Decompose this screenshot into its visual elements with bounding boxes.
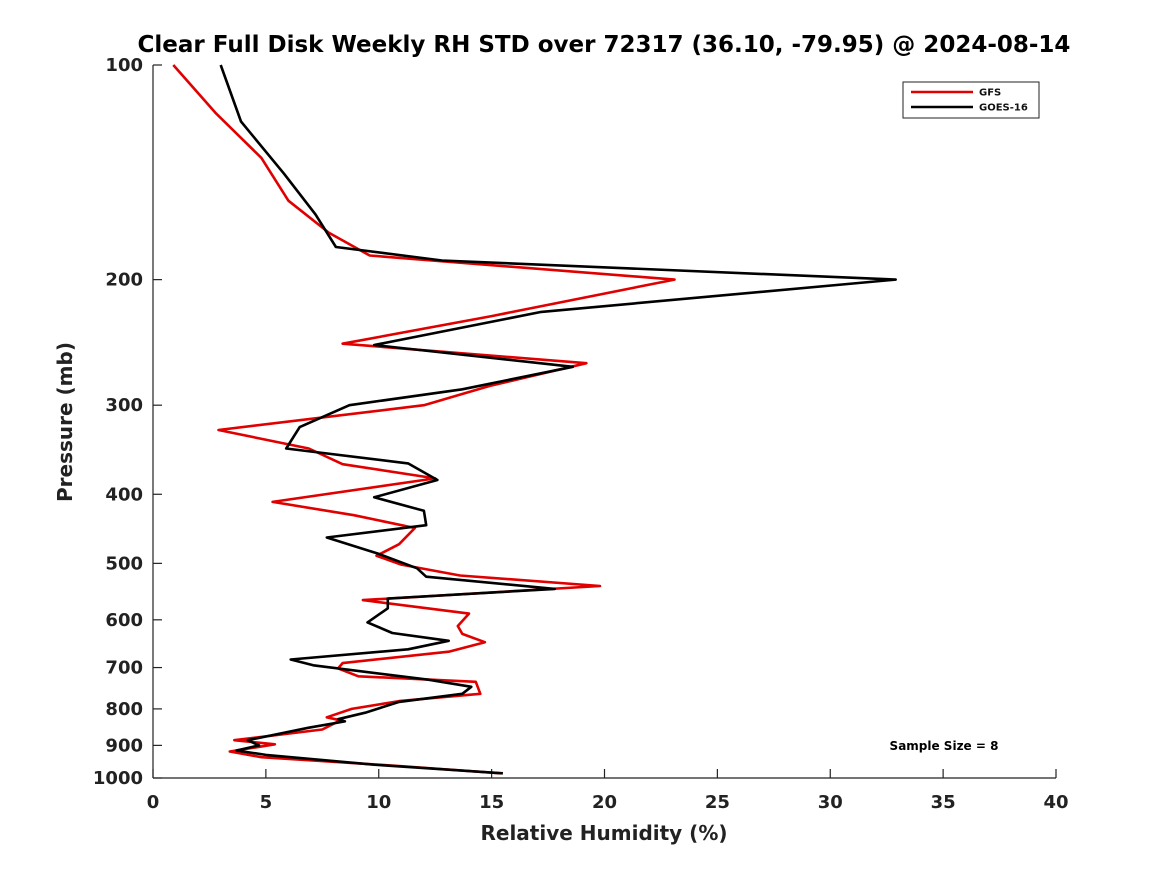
x-ticks: 0 5 10 15 20 25 30 35 40 (147, 769, 1069, 813)
x-tick-label: 40 (1043, 792, 1068, 813)
y-tick-label: 200 (105, 270, 143, 291)
x-tick-label: 30 (818, 792, 843, 813)
legend-label: GOES-16 (979, 103, 1028, 114)
legend-label: GFS (979, 88, 1001, 99)
legend-box (902, 81, 1040, 119)
chart-title: Clear Full Disk Weekly RH STD over 72317… (138, 32, 1071, 58)
sample-size-annotation: Sample Size = 8 (890, 739, 999, 753)
y-tick-label: 900 (105, 735, 143, 756)
series-line-goes-16 (219, 64, 898, 775)
x-tick-label: 10 (366, 792, 391, 813)
x-tick-label: 5 (260, 792, 273, 813)
x-axis-label: Relative Humidity (%) (480, 821, 727, 845)
y-tick-label: 400 (105, 484, 143, 505)
x-tick-label: 15 (479, 792, 504, 813)
x-tick-label: 35 (931, 792, 956, 813)
x-tick-label: 20 (592, 792, 617, 813)
y-axis-label: Pressure (mb) (53, 342, 77, 502)
y-tick-label: 800 (105, 699, 143, 720)
y-tick-label: 100 (105, 55, 143, 76)
legend: GFS GOES-16 (902, 81, 1040, 119)
y-tick-label: 500 (105, 553, 143, 574)
y-tick-label: 300 (105, 395, 143, 416)
y-tick-label: 1000 (93, 768, 143, 789)
x-tick-label: 25 (705, 792, 730, 813)
y-tick-label: 700 (105, 658, 143, 679)
series-layer (172, 64, 898, 775)
x-tick-label: 0 (147, 792, 160, 813)
y-ticks: 100 200 300 400 500 600 700 800 900 1000 (93, 55, 162, 789)
series-line-gfs (172, 64, 676, 775)
y-tick-label: 600 (105, 610, 143, 631)
